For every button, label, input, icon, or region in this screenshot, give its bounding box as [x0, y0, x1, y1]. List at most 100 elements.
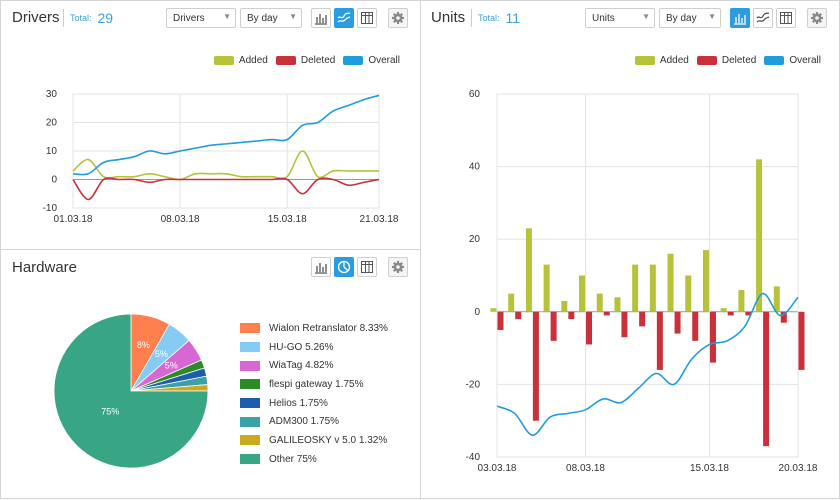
drivers-period-select[interactable]: By day ▼ [240, 8, 302, 28]
bar-added [579, 275, 586, 312]
legend-item-overall[interactable]: Overall [764, 55, 821, 66]
bar-chart-icon [315, 14, 327, 25]
drivers-table-view-button[interactable] [357, 8, 377, 28]
table-icon [361, 261, 373, 273]
y-tick-label: -10 [43, 203, 58, 214]
plot-frame [496, 93, 799, 458]
legend-label: flespi gateway 1.75% [269, 378, 364, 390]
legend-swatch [240, 435, 260, 446]
bar-deleted [639, 311, 646, 327]
pie-slice [53, 313, 209, 469]
legend-swatch [240, 416, 260, 427]
gear-icon [392, 261, 404, 273]
pie-data-label: 8% [137, 340, 150, 350]
bar-added [632, 264, 639, 312]
legend-label: GALILEOSKY v 5.0 1.32% [269, 434, 388, 446]
units-bar-view-button[interactable] [730, 8, 750, 28]
y-tick-label: 20 [46, 118, 58, 129]
legend-swatch [240, 360, 260, 371]
drivers-line-view-button[interactable] [334, 8, 354, 28]
bar-deleted [568, 311, 575, 320]
legend-label: HU-GO 5.26% [269, 341, 334, 353]
hardware-legend-item[interactable]: Wialon Retranslator 8.33% [240, 319, 388, 338]
x-tick-label: 03.03.18 [478, 463, 517, 474]
legend-label: Overall [368, 55, 400, 66]
drivers-panel: Drivers Total: 29 Drivers ▼ By day ▼ Add… [0, 0, 421, 250]
legend-item-overall[interactable]: Overall [343, 55, 400, 66]
bar-deleted [745, 311, 752, 316]
pie-chart-icon [337, 260, 351, 274]
units-line-view-button[interactable] [753, 8, 773, 28]
line-chart-icon [337, 12, 351, 23]
legend-item-deleted[interactable]: Deleted [275, 55, 335, 66]
legend-label: Other 75% [269, 453, 317, 465]
units-settings-button[interactable] [807, 8, 827, 28]
legend-item-added[interactable]: Added [634, 55, 689, 66]
bar-deleted [727, 311, 734, 316]
units-table-view-button[interactable] [776, 8, 796, 28]
hardware-table-view-button[interactable] [357, 257, 377, 277]
units-legend: Added Deleted Overall [627, 55, 821, 66]
bar-deleted [692, 311, 699, 341]
bar-added [756, 159, 763, 312]
legend-swatch [275, 56, 296, 65]
drivers-total: Total: 29 [63, 9, 113, 27]
hardware-legend-item[interactable]: WiaTag 4.82% [240, 356, 388, 375]
legend-swatch [764, 56, 785, 65]
hardware-legend-item[interactable]: Helios 1.75% [240, 394, 388, 413]
legend-swatch [343, 56, 364, 65]
legend-swatch [240, 379, 260, 390]
y-tick-label: -20 [466, 379, 481, 390]
legend-label: Wialon Retranslator 8.33% [269, 322, 388, 334]
hardware-legend-item[interactable]: flespi gateway 1.75% [240, 375, 388, 394]
legend-item-added[interactable]: Added [213, 55, 268, 66]
hardware-legend: Wialon Retranslator 8.33% HU-GO 5.26% WiaT… [240, 319, 388, 469]
drivers-legend: Added Deleted Overall [206, 55, 400, 66]
units-entity-select[interactable]: Units ▼ [585, 8, 655, 28]
y-tick-label: 0 [51, 175, 57, 186]
bar-deleted [621, 311, 628, 338]
bar-added [508, 293, 515, 312]
hardware-legend-item[interactable]: GALILEOSKY v 5.0 1.32% [240, 431, 388, 450]
units-period-select[interactable]: By day ▼ [659, 8, 721, 28]
bar-added [667, 253, 674, 312]
hardware-legend-item[interactable]: ADM300 1.75% [240, 412, 388, 431]
drivers-bar-view-button[interactable] [311, 8, 331, 28]
legend-label: Helios 1.75% [269, 397, 328, 409]
hardware-title: Hardware [12, 259, 78, 276]
hardware-bar-view-button[interactable] [311, 257, 331, 277]
drivers-settings-button[interactable] [388, 8, 408, 28]
y-tick-label: 40 [469, 162, 481, 173]
hardware-pie-view-button[interactable] [334, 257, 354, 277]
units-chart: -40 -20 0 20 40 60 03.03.18 08.03.18 15.03.18 20.… [466, 89, 818, 474]
legend-item-deleted[interactable]: Deleted [696, 55, 757, 66]
drivers-total-value: 29 [97, 10, 114, 26]
hardware-legend-item[interactable]: HU-GO 5.26% [240, 338, 388, 357]
bar-added [596, 293, 603, 312]
legend-swatch [240, 323, 260, 334]
bar-deleted [515, 311, 522, 320]
drivers-entity-select[interactable]: Drivers ▼ [166, 8, 236, 28]
x-tick-label: 21.03.18 [360, 214, 399, 225]
legend-label: Overall [789, 55, 821, 66]
y-tick-label: 60 [469, 89, 481, 100]
y-tick-label: 30 [46, 89, 58, 100]
gear-icon [392, 12, 404, 24]
units-total: Total: 11 [471, 9, 520, 27]
bar-added [561, 300, 568, 312]
pie-data-label: 5% [155, 349, 168, 359]
bar-added [525, 228, 532, 312]
series-line-overall [496, 292, 799, 437]
bar-added [702, 250, 709, 312]
drivers-period-select-value: By day [247, 13, 278, 24]
bar-added [773, 286, 780, 312]
line-chart-icon [756, 12, 770, 23]
drivers-entity-select-value: Drivers [173, 13, 205, 24]
legend-label: Deleted [721, 55, 757, 66]
units-title: Units [431, 9, 466, 26]
hardware-legend-item[interactable]: Other 75% [240, 450, 388, 469]
hardware-settings-button[interactable] [388, 257, 408, 277]
bar-chart-icon [315, 263, 327, 274]
units-total-value: 11 [505, 10, 521, 26]
legend-swatch [213, 56, 234, 65]
